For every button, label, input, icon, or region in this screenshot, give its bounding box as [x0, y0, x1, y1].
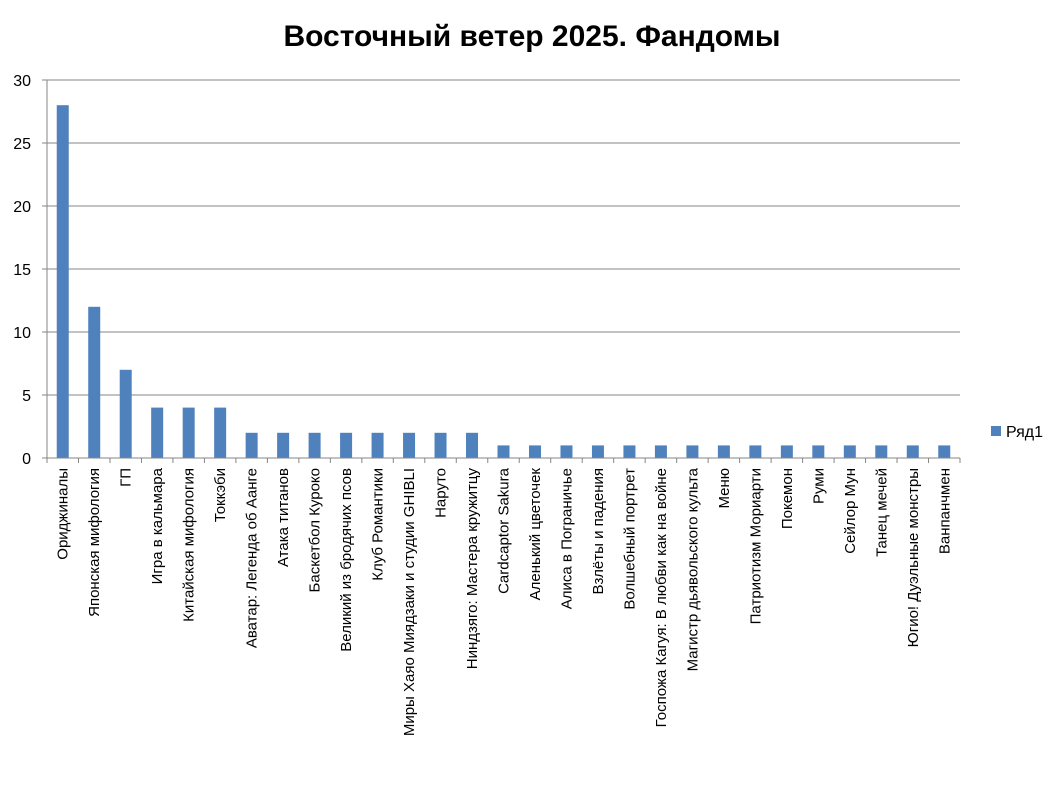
- bar: [938, 445, 951, 458]
- bar: [88, 306, 101, 458]
- x-tick-label: Китайская мифология: [181, 468, 198, 622]
- bar: [56, 105, 69, 458]
- axes: [46, 80, 961, 463]
- legend-label: Ряд1: [1006, 424, 1043, 441]
- bar: [812, 445, 825, 458]
- bar: [686, 445, 699, 458]
- bar: [875, 445, 888, 458]
- x-tick-label: Сейлор Мун: [842, 468, 859, 554]
- bars: [56, 105, 951, 458]
- x-tick-label: Баскетбол Куроко: [307, 468, 324, 592]
- x-tick-label: Волшебный портрет: [621, 468, 638, 610]
- bar: [843, 445, 856, 458]
- gridlines: [47, 79, 960, 396]
- legend-swatch: [991, 426, 1001, 436]
- x-tick-label: Ванпанчмен: [936, 468, 953, 554]
- legend: Ряд1: [991, 424, 1043, 441]
- x-tick-label: Патриотизм Мориарти: [747, 468, 764, 624]
- x-tick-label: Наруто: [433, 468, 450, 518]
- bar: [151, 407, 164, 458]
- bar: [780, 445, 793, 458]
- x-tick-label: Аватар: Легенда об Аанге: [244, 468, 261, 648]
- x-tick-label: Клуб Романтики: [370, 468, 387, 581]
- x-tick-label: Алиса в Пограничье: [558, 468, 575, 609]
- bar: [277, 432, 290, 458]
- y-tick-label: 10: [13, 325, 31, 342]
- bar: [119, 369, 132, 458]
- x-tick-label: Покемон: [779, 468, 796, 529]
- x-tick-label: Атака титанов: [275, 468, 292, 567]
- bar: [560, 445, 573, 458]
- chart-title: Восточный ветер 2025. Фандомы: [283, 20, 780, 53]
- x-tick-label: ГП: [118, 468, 135, 487]
- x-axis-labels: Ориджиналы Японская мифология ГП Игра в кал…: [55, 467, 954, 736]
- x-tick-label: Руми: [810, 468, 827, 504]
- x-tick-label: Японская мифология: [86, 468, 103, 617]
- y-tick-label: 25: [13, 136, 31, 153]
- bar: [340, 432, 353, 458]
- x-tick-label: Великий из бродячих псов: [338, 468, 355, 652]
- x-tick-label: Аленький цветочек: [527, 468, 544, 601]
- x-tick-label: Токкэби: [212, 468, 229, 522]
- bar: [654, 445, 667, 458]
- y-tick-label: 5: [22, 388, 31, 405]
- y-tick-label: 15: [13, 262, 31, 279]
- y-tick-label: 20: [13, 199, 31, 216]
- bar: [497, 445, 510, 458]
- x-tick-label: Ниндзяго: Мастера кружитцу: [464, 468, 481, 670]
- y-axis-ticks: 0 5 10 15 20 25 30: [13, 73, 47, 468]
- bar: [308, 432, 321, 458]
- bar: [371, 432, 384, 458]
- x-tick-label: Ориджиналы: [55, 468, 72, 560]
- bar: [528, 445, 541, 458]
- bar: [717, 445, 730, 458]
- x-tick-label: Меню: [716, 468, 733, 509]
- x-tick-label: Игра в кальмара: [149, 467, 166, 584]
- x-tick-label: Госпожа Кагуя: В любви как на войне: [653, 468, 670, 727]
- x-tick-label: Магистр дьявольского культа: [684, 467, 701, 671]
- bar: [906, 445, 919, 458]
- bar: [749, 445, 762, 458]
- x-tick-label: Югио! Дуэльные монстры: [905, 468, 922, 647]
- y-tick-label: 0: [22, 451, 31, 468]
- x-tick-label: Cardcaptor Sakura: [496, 467, 513, 594]
- bar: [466, 432, 479, 458]
- bar: [245, 432, 258, 458]
- bar: [182, 407, 195, 458]
- bar: [403, 432, 416, 458]
- y-tick-label: 30: [13, 73, 31, 90]
- x-tick-label: Миры Хаяо Миядзаки и студии GHIBLI: [401, 468, 418, 736]
- bar: [434, 432, 447, 458]
- bar: [623, 445, 636, 458]
- x-tick-label: Взлёты и падения: [590, 468, 607, 595]
- x-tick-label: Танец мечей: [873, 468, 890, 557]
- bar: [214, 407, 227, 458]
- bar: [591, 445, 604, 458]
